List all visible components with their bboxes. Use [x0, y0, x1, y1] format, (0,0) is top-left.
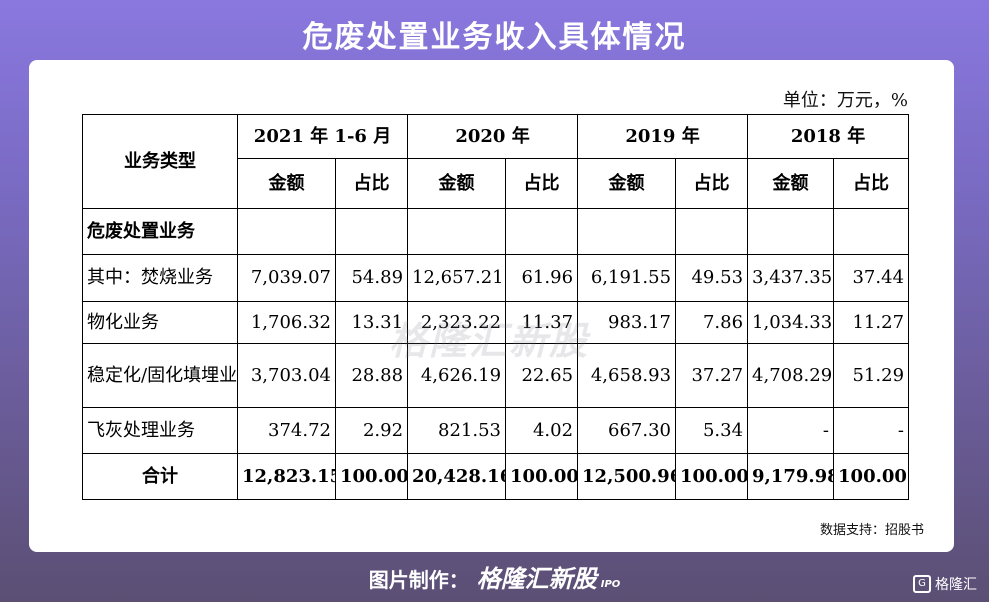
amount-header: 金额 [747, 158, 835, 209]
corner-header: 业务类型 [82, 114, 238, 209]
empty-cell [747, 208, 835, 255]
amount-cell: 12,500.96 [577, 453, 677, 500]
ratio-cell: 37.44 [833, 254, 910, 302]
amount-cell: 20,428.16 [407, 453, 507, 500]
table-row: 飞灰处理业务 374.72 2.92 821.53 4.02 667.30 5.… [82, 407, 910, 454]
ratio-header: 占比 [833, 158, 910, 209]
ratio-cell: 7.86 [675, 301, 749, 344]
ratio-cell: 49.53 [675, 254, 749, 302]
footer-credit: 图片制作： 格隆汇新股 IPO [0, 559, 989, 594]
row-label: 飞灰处理业务 [82, 407, 238, 454]
amount-header: 金额 [577, 158, 677, 209]
amount-cell: 4,658.93 [577, 343, 677, 408]
ratio-cell: 100.00 [833, 453, 910, 500]
table-row: 稳定化/固化填埋业务 3,703.04 28.88 4,626.19 22.65… [82, 343, 910, 408]
ratio-header: 占比 [334, 158, 409, 209]
total-label: 合计 [82, 453, 238, 500]
ratio-cell: 5.34 [675, 407, 749, 454]
empty-cell [675, 208, 749, 255]
table-row: 物化业务 1,706.32 13.31 2,323.22 11.37 983.1… [82, 301, 910, 344]
empty-cell [577, 208, 677, 255]
empty-cell [505, 208, 579, 255]
amount-cell: 667.30 [577, 407, 677, 454]
period-header: 2020 年 [407, 114, 579, 159]
ratio-cell: - [833, 407, 910, 454]
ratio-cell: 28.88 [334, 343, 409, 408]
ratio-cell: 11.27 [833, 301, 910, 344]
brand-logo-icon: G [913, 575, 931, 593]
amount-cell: 2,323.22 [407, 301, 507, 344]
amount-cell: 1,706.32 [237, 301, 336, 344]
table-card: 单位：万元，% 业务类型 2021 年 1-6 月 2020 年 2019 年 … [29, 60, 954, 552]
amount-cell: 12,657.21 [407, 254, 507, 302]
amount-cell: 4,626.19 [407, 343, 507, 408]
period-header: 2021 年 1-6 月 [236, 114, 409, 159]
ratio-cell: 13.31 [334, 301, 409, 344]
section-label: 危废处置业务 [82, 208, 238, 255]
amount-cell: 3,703.04 [237, 343, 336, 408]
ratio-cell: 37.27 [675, 343, 749, 408]
table-row: 其中：焚烧业务 7,039.07 54.89 12,657.21 61.96 6… [82, 254, 910, 302]
footer-label: 图片制作： [368, 568, 469, 592]
ratio-cell: 100.00 [505, 453, 579, 500]
revenue-table: 业务类型 2021 年 1-6 月 2020 年 2019 年 2018 年 金… [82, 114, 910, 500]
unit-label: 单位：万元，% [782, 90, 908, 111]
amount-cell: 1,034.33 [747, 301, 835, 344]
amount-header: 金额 [407, 158, 507, 209]
corner-logo-text: 格隆汇 [935, 577, 977, 593]
amount-cell: 7,039.07 [237, 254, 336, 302]
header-row-periods: 业务类型 2021 年 1-6 月 2020 年 2019 年 2018 年 [82, 114, 910, 209]
ratio-cell: 100.00 [334, 453, 409, 500]
ratio-cell: 4.02 [505, 407, 579, 454]
footer-brand: 格隆汇新股 [476, 565, 597, 593]
amount-cell: 821.53 [407, 407, 507, 454]
row-label: 其中：焚烧业务 [82, 254, 238, 302]
amount-cell: 983.17 [577, 301, 677, 344]
amount-cell: 12,823.15 [237, 453, 336, 500]
ratio-header: 占比 [675, 158, 749, 209]
total-row: 合计 12,823.15 100.00 20,428.16 100.00 12,… [82, 453, 910, 500]
amount-cell: 9,179.98 [747, 453, 835, 500]
section-row: 危废处置业务 [82, 208, 910, 255]
row-label: 物化业务 [82, 301, 238, 344]
ratio-cell: 61.96 [505, 254, 579, 302]
amount-cell: - [747, 407, 835, 454]
ratio-cell: 51.29 [833, 343, 910, 408]
ratio-cell: 100.00 [675, 453, 749, 500]
empty-cell [833, 208, 910, 255]
amount-cell: 6,191.55 [577, 254, 677, 302]
amount-cell: 3,437.35 [747, 254, 835, 302]
header-row-metrics: 金额 占比 金额 占比 金额 占比 金额 占比 [83, 158, 910, 209]
amount-cell: 4,708.29 [747, 343, 835, 408]
amount-header: 金额 [237, 158, 336, 209]
ratio-cell: 2.92 [334, 407, 409, 454]
corner-logo: G 格隆汇 [913, 574, 977, 594]
period-header: 2018 年 [747, 114, 910, 159]
source-note: 数据支持：招股书 [819, 523, 924, 538]
page-title: 危废处置业务收入具体情况 [302, 20, 687, 55]
period-header: 2019 年 [577, 114, 749, 159]
empty-cell [407, 208, 507, 255]
empty-cell [237, 208, 336, 255]
amount-cell: 374.72 [237, 407, 336, 454]
footer-ipo: IPO [600, 579, 621, 590]
watermark: 格隆汇新股 [389, 319, 590, 363]
empty-cell [334, 208, 409, 255]
ratio-cell: 54.89 [334, 254, 409, 302]
ratio-cell: 22.65 [505, 343, 579, 408]
row-label: 稳定化/固化填埋业务 [82, 343, 238, 408]
ratio-header: 占比 [505, 158, 579, 209]
